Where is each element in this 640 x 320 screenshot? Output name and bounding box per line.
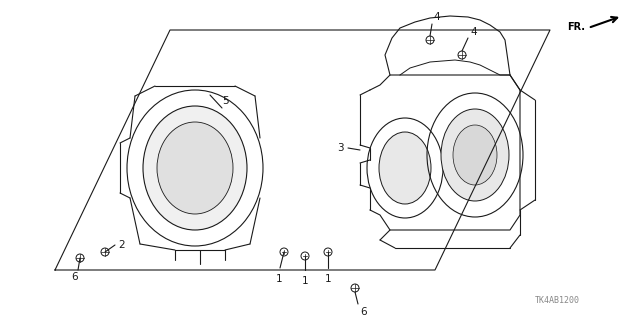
- Text: FR.: FR.: [567, 22, 585, 32]
- Text: 1: 1: [301, 276, 308, 286]
- Text: 1: 1: [276, 274, 282, 284]
- Text: 1: 1: [324, 274, 332, 284]
- Text: 3: 3: [337, 143, 344, 153]
- Ellipse shape: [379, 132, 431, 204]
- Text: 4: 4: [470, 27, 477, 37]
- Text: 5: 5: [222, 96, 228, 106]
- Ellipse shape: [441, 109, 509, 201]
- Ellipse shape: [453, 125, 497, 185]
- Ellipse shape: [157, 122, 233, 214]
- Text: 6: 6: [360, 307, 367, 317]
- Ellipse shape: [143, 106, 247, 230]
- Text: 2: 2: [118, 240, 125, 250]
- Text: TK4AB1200: TK4AB1200: [535, 296, 580, 305]
- Text: 4: 4: [433, 12, 440, 22]
- Text: 6: 6: [72, 272, 78, 282]
